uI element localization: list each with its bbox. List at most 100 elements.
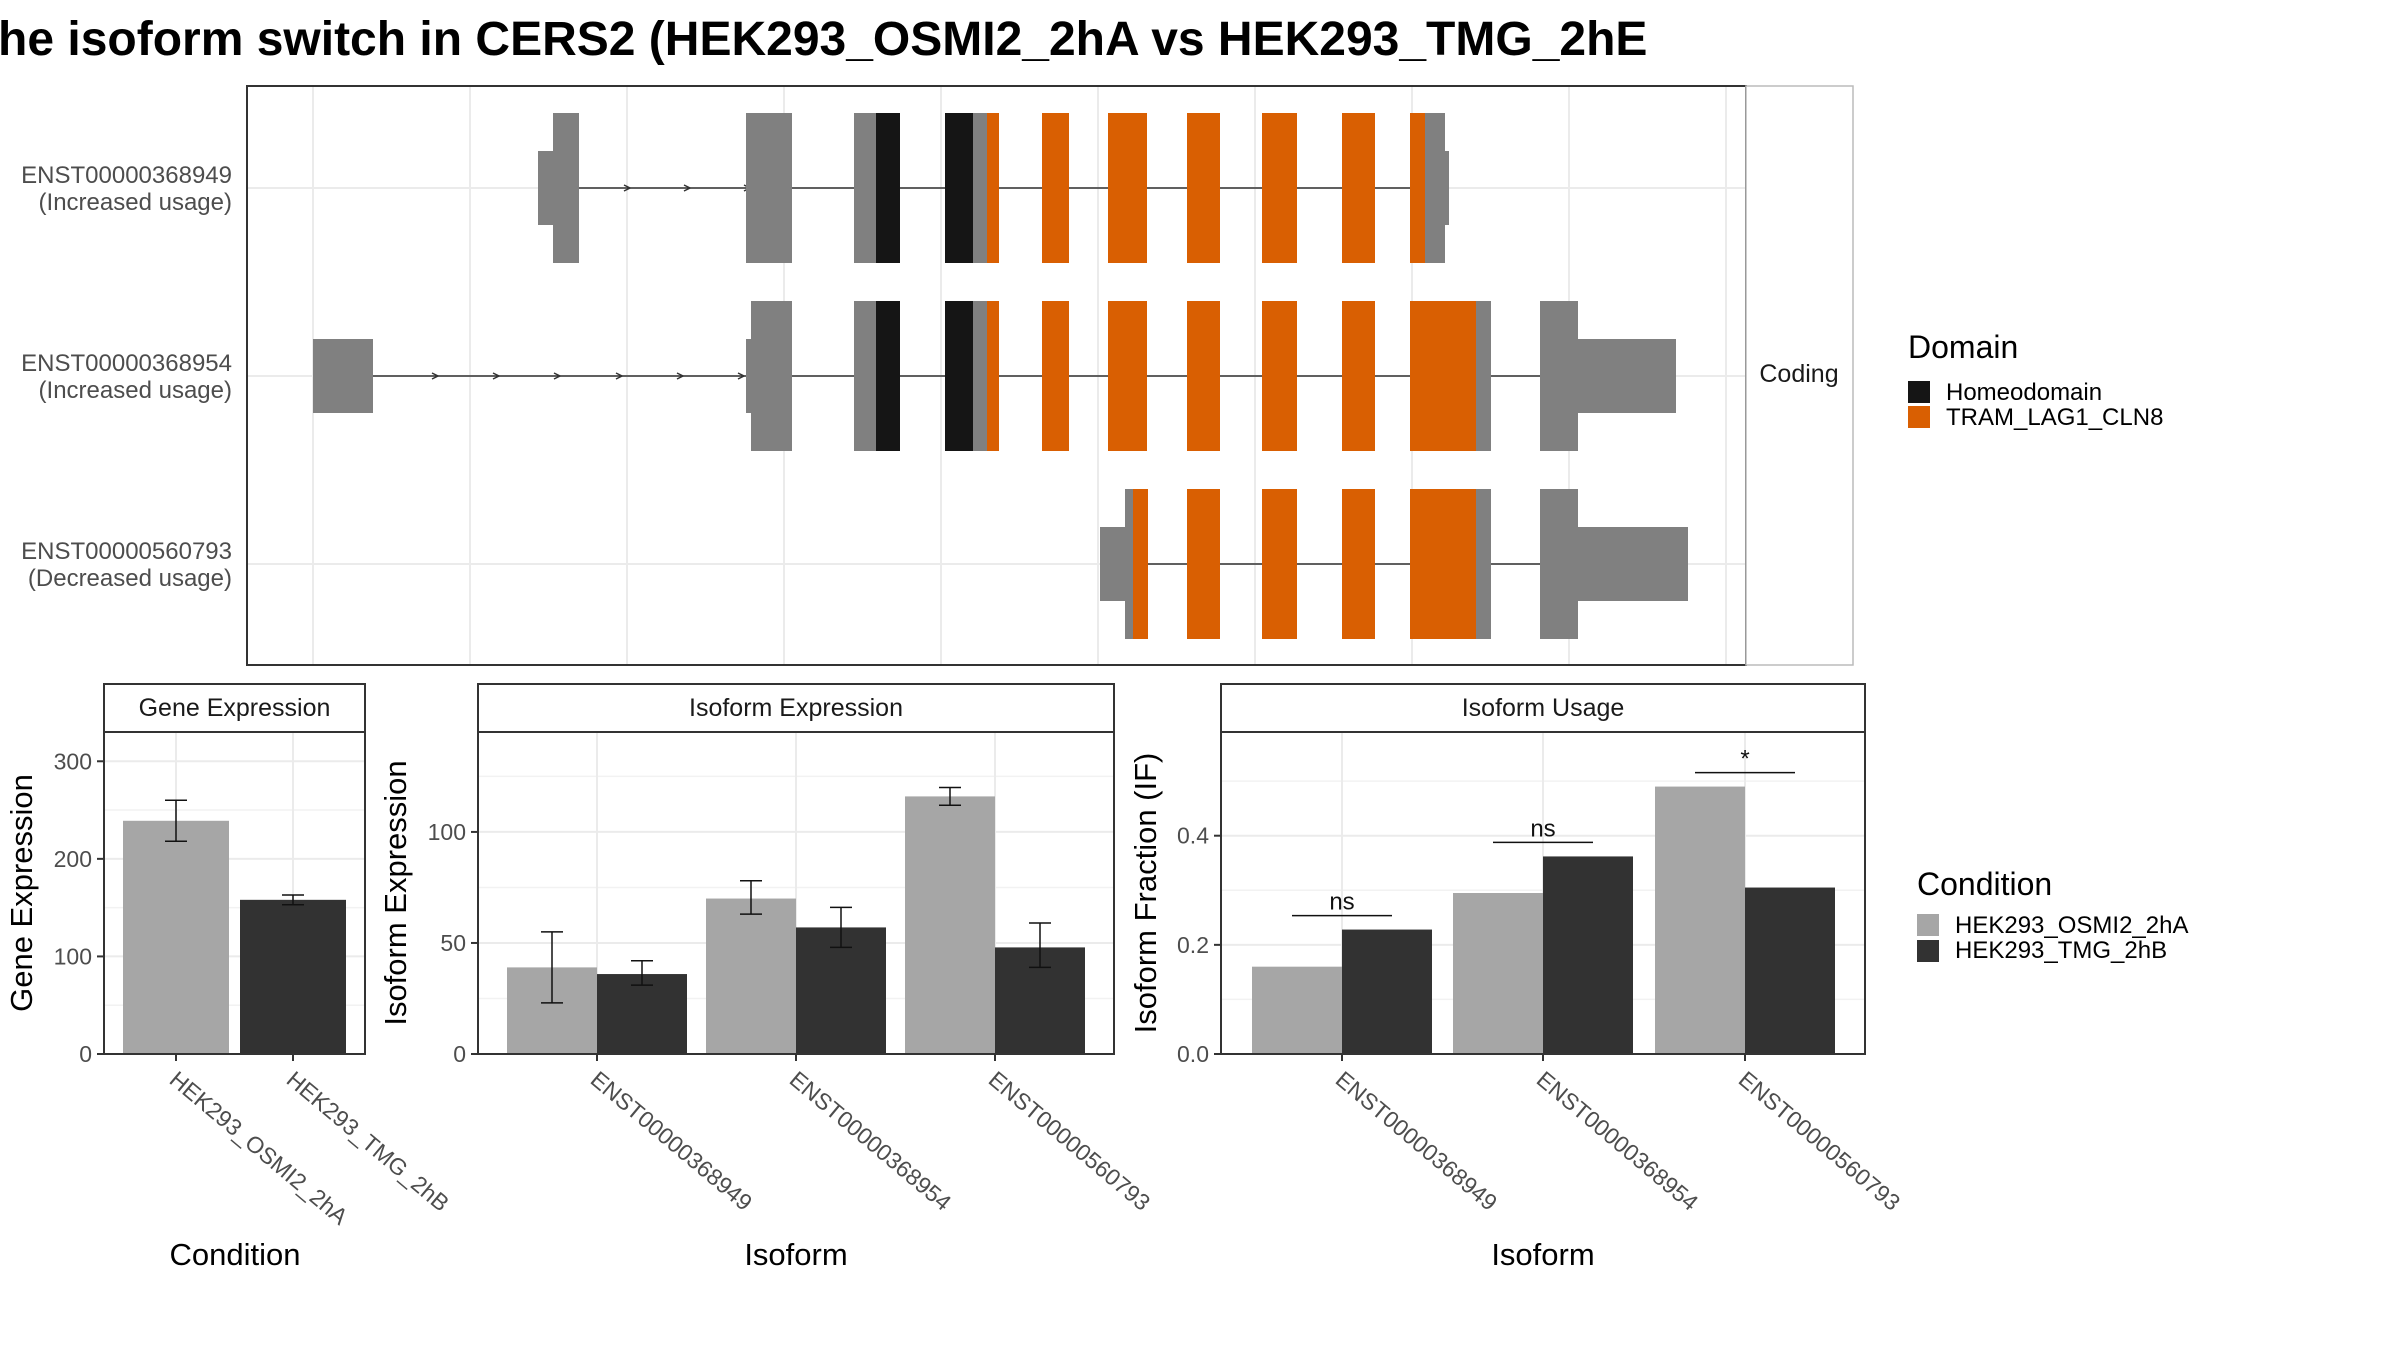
x-tick-label: ENST00000368949	[586, 1066, 758, 1216]
exon-block	[854, 301, 876, 451]
exon-block	[751, 301, 792, 451]
bar-condition-a	[706, 898, 796, 1054]
transcript-labels: ENST00000368949 (Increased usage) ENST00…	[21, 162, 232, 592]
x-tick-label: ENST00000368954	[1532, 1066, 1704, 1216]
legend-key-condition-b	[1917, 940, 1939, 962]
y-tick-label: 0	[79, 1041, 92, 1067]
bar-condition-a	[123, 820, 229, 1054]
bar-condition-b	[1543, 856, 1633, 1054]
tram-domain-segment	[1042, 301, 1069, 451]
strand-arrow	[553, 372, 562, 380]
y-axis-title: Isoform Fraction (IF)	[1128, 753, 1163, 1034]
x-tick-label: ENST00000560793	[984, 1066, 1156, 1216]
tram-domain-segment	[1410, 301, 1476, 451]
facet-strip-coding	[1745, 85, 1854, 666]
tram-domain-segment	[1042, 113, 1069, 263]
significance-label: ns	[1329, 889, 1354, 916]
exon-block	[1476, 489, 1491, 639]
exon-block	[746, 339, 751, 413]
x-axis-title: Condition	[170, 1237, 301, 1272]
y-axis-title: Gene Expression	[4, 774, 39, 1012]
tram-domain-segment	[1108, 113, 1147, 263]
exon-block	[973, 113, 987, 263]
tram-domain-segment	[987, 301, 999, 451]
legend-key-homeodomain	[1908, 381, 1930, 403]
y-tick-label: 100	[428, 819, 466, 845]
homeodomain-segment	[876, 301, 900, 451]
tram-domain-segment	[1342, 113, 1375, 263]
bar-condition-a	[1453, 893, 1543, 1054]
strand-arrow	[676, 372, 685, 380]
tram-domain-segment	[987, 113, 999, 263]
x-axis-title: Isoform	[744, 1237, 847, 1272]
bar-condition-b	[597, 974, 687, 1054]
facet-strip-label: Gene Expression	[139, 694, 331, 722]
exon-block	[973, 301, 987, 451]
homeodomain-segment	[945, 301, 973, 451]
domain-legend-title: Domain	[1908, 329, 2018, 365]
y-axis-title: Isoform Expression	[378, 760, 413, 1025]
tram-domain-segment	[1187, 301, 1220, 451]
isoform-usage-panel: ns ns * Isoform Usage 0.0 0.2 0.4 ENST000003689…	[1128, 683, 1906, 1272]
tram-domain-segment	[1108, 301, 1147, 451]
exon-block	[1425, 151, 1449, 225]
tram-domain-segment	[1342, 301, 1375, 451]
tram-domain-segment	[1187, 489, 1220, 639]
transcript-structures	[313, 113, 1688, 639]
bar-condition-b	[1342, 929, 1432, 1054]
bar-condition-a	[1655, 786, 1745, 1054]
exon-block	[1125, 489, 1133, 639]
y-tick-label: 0.0	[1177, 1041, 1209, 1067]
transcript-usage-label: (Increased usage)	[39, 377, 232, 404]
x-tick-label: ENST00000368949	[1331, 1066, 1503, 1216]
condition-legend: Condition HEK293_OSMI2_2hA HEK293_TMG_2h…	[1917, 866, 2188, 964]
bar-condition-a	[905, 796, 995, 1054]
legend-key-tram	[1908, 406, 1930, 428]
transcript-usage-label: (Increased usage)	[39, 189, 232, 216]
transcript-id-label: ENST00000368949	[21, 162, 232, 189]
facet-strip-label: Isoform Expression	[689, 694, 903, 722]
y-tick-label: 50	[440, 930, 466, 956]
y-tick-label: 0	[453, 1041, 466, 1067]
tram-domain-segment	[1262, 489, 1297, 639]
strand-arrow	[431, 372, 440, 380]
bar-condition-b	[796, 927, 886, 1054]
y-tick-label: 0.4	[1177, 823, 1209, 849]
tram-domain-segment	[1133, 489, 1148, 639]
tram-domain-segment	[1262, 113, 1297, 263]
exon-block	[1540, 301, 1578, 451]
y-tick-label: 300	[54, 748, 92, 774]
facet-strip	[477, 683, 1115, 733]
bar-condition-b	[1745, 887, 1835, 1054]
y-tick-label: 0.2	[1177, 932, 1209, 958]
homeodomain-segment	[945, 113, 973, 263]
x-axis-title: Isoform	[1491, 1237, 1594, 1272]
exon-block	[746, 113, 792, 263]
x-tick-label: ENST00000560793	[1734, 1066, 1906, 1216]
figure-title: he isoform switch in CERS2 (HEK293_OSMI2…	[0, 13, 1647, 66]
x-tick-label: ENST00000368954	[785, 1066, 957, 1216]
strand-arrow	[683, 184, 692, 192]
transcript-id-label: ENST00000368954	[21, 350, 232, 377]
facet-strip-label: Coding	[1759, 360, 1838, 388]
condition-legend-title: Condition	[1917, 866, 2052, 902]
tram-domain-segment	[1410, 489, 1476, 639]
exon-block	[313, 339, 373, 413]
y-tick-label: 100	[54, 943, 92, 969]
significance-label: ns	[1530, 815, 1555, 842]
legend-label-condition-b: HEK293_TMG_2hB	[1955, 937, 2167, 964]
transcript-usage-label: (Decreased usage)	[28, 565, 232, 592]
bar-condition-a	[1252, 966, 1342, 1054]
strand-arrow	[737, 372, 746, 380]
facet-strip	[1220, 683, 1866, 733]
exon-block	[1540, 489, 1578, 639]
transcript-panel: Coding ENST00000368949 (Increased usage)…	[21, 85, 1854, 666]
strand-arrow	[492, 372, 501, 380]
exon-block	[854, 113, 876, 263]
tram-domain-segment	[1410, 113, 1425, 263]
domain-legend: Domain Homeodomain TRAM_LAG1_CLN8	[1908, 329, 2163, 431]
legend-key-condition-a	[1917, 914, 1939, 936]
homeodomain-segment	[876, 113, 900, 263]
